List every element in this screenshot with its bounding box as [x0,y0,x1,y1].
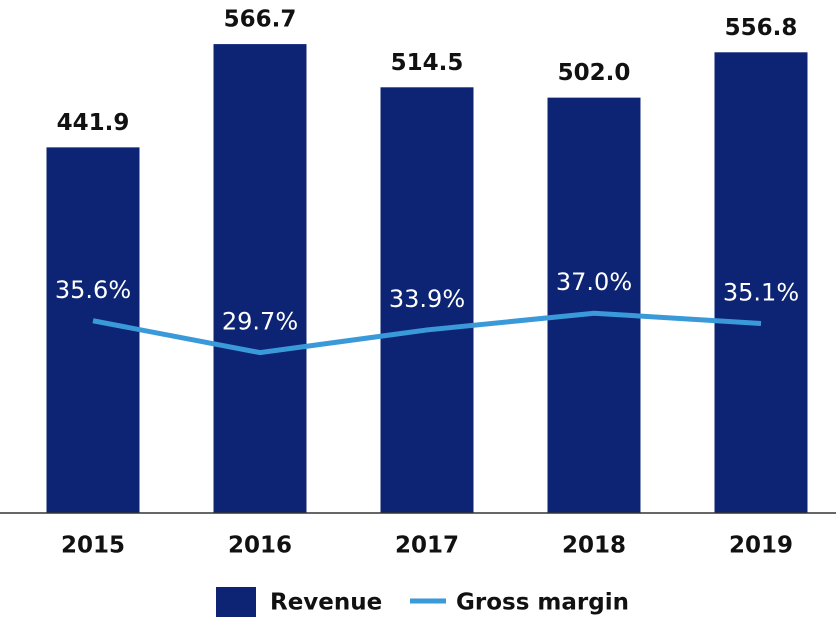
x-tick-label: 2015 [61,533,125,559]
bar [714,52,808,513]
line-label: 33.9% [389,285,465,313]
bar-label: 566.7 [224,7,297,33]
bar-label: 502.0 [558,60,631,86]
legend-label: Gross margin [456,590,629,616]
x-tick-label: 2018 [562,533,626,559]
line [92,310,762,356]
x-tick-label: 2019 [729,533,793,559]
line-label: 29.7% [222,308,298,336]
legend-swatch [216,587,256,617]
bar-label: 556.8 [725,15,798,41]
line-label: 35.6% [55,276,131,304]
bar [380,87,474,514]
x-tick-label: 2016 [228,533,292,559]
legend-label: Revenue [270,590,382,616]
x-tick-label: 2017 [395,533,459,559]
bar [547,97,641,513]
bar-label: 514.5 [391,50,464,76]
line-label: 37.0% [556,268,632,296]
line-label: 35.1% [723,278,799,306]
bar [213,44,307,514]
bar [46,147,140,513]
bar-label: 441.9 [57,110,130,136]
